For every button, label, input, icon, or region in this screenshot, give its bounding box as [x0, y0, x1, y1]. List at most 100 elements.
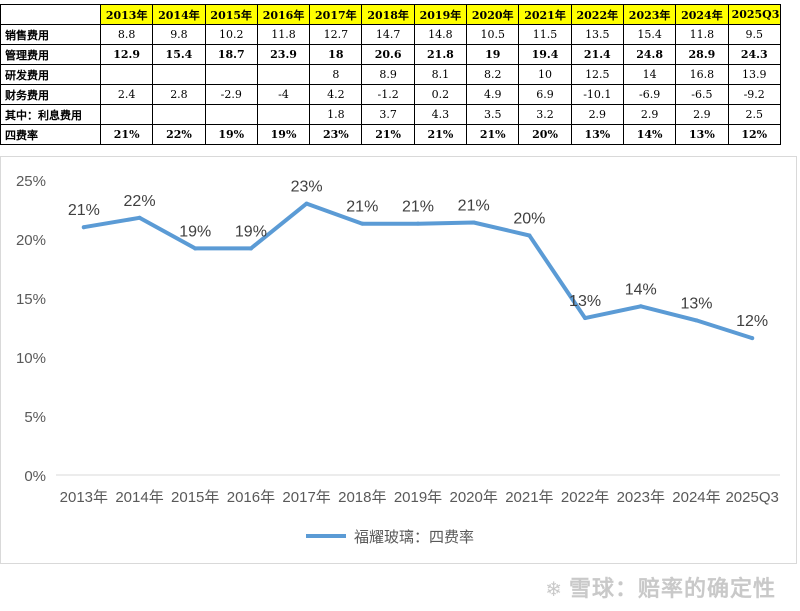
table-cell: 3.2	[518, 104, 572, 125]
table-cell: 12.5	[570, 64, 624, 85]
table-cell: 20.6	[361, 44, 415, 65]
data-point	[527, 233, 532, 238]
table-cell: 15.4	[152, 44, 206, 65]
table-cell: 18.7	[204, 44, 258, 65]
table-cell: 19%	[204, 124, 258, 145]
x-tick-label: 2014年	[115, 489, 163, 506]
table-cell	[256, 64, 311, 85]
table-cell: 4.9	[466, 84, 520, 105]
x-tick-label: 2017年	[282, 489, 330, 506]
table-header-cell: 2021年	[518, 4, 572, 25]
row-label: 四费率	[0, 124, 101, 145]
y-tick-label: 15%	[16, 291, 46, 308]
table-cell	[152, 104, 206, 125]
table-cell: 2.9	[622, 104, 677, 125]
data-point	[583, 316, 588, 321]
table-cell: -9.2	[727, 84, 781, 105]
x-tick-label: 2013年	[60, 489, 108, 506]
data-label: 13%	[569, 293, 601, 310]
table-cell: -2.9	[204, 84, 258, 105]
x-tick-label: 2016年	[227, 489, 275, 506]
row-label: 销售费用	[0, 24, 101, 45]
x-tick-label: 2021年	[505, 489, 553, 506]
table-cell: 18	[309, 44, 363, 65]
table-cell: 20%	[518, 124, 572, 145]
table-cell: -1.2	[361, 84, 415, 105]
table-cell: 14	[622, 64, 677, 85]
table-row: 销售费用 8.8 9.8 10.2 11.8 12.7 14.7 14.8 10.5 11.5 13…	[0, 24, 781, 45]
table-cell: -4	[256, 84, 311, 105]
expense-table: 2013年 2014年 2015年 2016年 2017年 2018年 2019年 2020年…	[0, 4, 781, 145]
table-header-cell: 2024年	[675, 4, 729, 25]
table-header-cell: 2014年	[152, 4, 206, 25]
data-point	[248, 246, 253, 251]
table-cell: 19.4	[518, 44, 572, 65]
line-chart: 0% 5% 10% 15% 20% 25% 2013年 2014年 2015年 2016年 2017…	[16, 173, 780, 546]
y-tick-label: 25%	[16, 173, 46, 190]
data-label: 22%	[124, 193, 156, 210]
table-cell: 21.8	[413, 44, 468, 65]
table-cell: 2.9	[675, 104, 729, 125]
table-cell: 11.8	[675, 24, 729, 45]
table-cell: 19%	[256, 124, 311, 145]
data-label: 19%	[179, 223, 211, 240]
data-point	[360, 221, 365, 226]
table-cell: 8.2	[466, 64, 520, 85]
table-cell: 10.5	[466, 24, 520, 45]
row-label: 研发费用	[0, 64, 101, 85]
table-cell: 24.8	[622, 44, 677, 65]
table-cell: 9.8	[152, 24, 206, 45]
x-tick-label: 2022年	[561, 489, 609, 506]
table-corner-cell	[0, 4, 101, 25]
table-cell: 19	[466, 44, 520, 65]
data-label: 13%	[680, 295, 712, 312]
table-cell	[99, 64, 154, 85]
table-row: 四费率 21% 22% 19% 19% 23% 21% 21% 21% 20% 13% 14% 13% 1…	[0, 124, 781, 145]
table-cell: 8.8	[99, 24, 154, 45]
table-row: 管理费用 12.9 15.4 18.7 23.9 18 20.6 21.8 19 19.4 21.4…	[0, 44, 781, 65]
table-cell	[204, 104, 258, 125]
table-cell: 3.7	[361, 104, 415, 125]
table-cell: 24.3	[727, 44, 781, 65]
table-cell	[204, 64, 258, 85]
table-cell: 1.8	[309, 104, 363, 125]
table-header-row: 2013年 2014年 2015年 2016年 2017年 2018年 2019年 2020年…	[0, 4, 781, 25]
data-point	[81, 225, 86, 230]
y-tick-label: 0%	[24, 468, 46, 485]
table-header-cell: 2017年	[309, 4, 363, 25]
table-cell: 28.9	[675, 44, 729, 65]
table-header-cell: 2025Q3	[727, 4, 781, 25]
table-header-cell: 2018年	[361, 4, 415, 25]
table-cell: 9.5	[727, 24, 781, 45]
data-label: 21%	[458, 197, 490, 214]
table-cell: 14%	[622, 124, 677, 145]
table-cell: 23.9	[256, 44, 311, 65]
x-tick-label: 2019年	[394, 489, 442, 506]
table-cell: 10.2	[204, 24, 258, 45]
table-header-cell: 2020年	[466, 4, 520, 25]
table-cell: 21%	[99, 124, 154, 145]
data-label: 21%	[402, 199, 434, 216]
table-row: 其中：利息费用 1.8 3.7 4.3 3.5 3.2 2.9 2.9 2.9 2.5	[0, 104, 781, 125]
snowball-logo-icon: ❄	[545, 577, 563, 601]
table-cell: 8.1	[413, 64, 468, 85]
data-point	[471, 220, 476, 225]
table-cell: 4.2	[309, 84, 363, 105]
table-cell: 8	[309, 64, 363, 85]
table-cell: 6.9	[518, 84, 572, 105]
table-cell	[99, 104, 154, 125]
table-cell: 15.4	[622, 24, 677, 45]
table-cell: 2.9	[570, 104, 624, 125]
table-cell	[152, 64, 206, 85]
data-point	[193, 246, 198, 251]
table-cell: 0.2	[413, 84, 468, 105]
table-cell: 13%	[675, 124, 729, 145]
legend-label: 福耀玻璃：四费率	[354, 529, 474, 546]
table-cell: 3.5	[466, 104, 520, 125]
table-cell: 8.9	[361, 64, 415, 85]
data-point	[304, 201, 309, 206]
table-cell: 10	[518, 64, 572, 85]
data-label: 20%	[513, 210, 545, 227]
table-cell: 14.7	[361, 24, 415, 45]
y-tick-label: 5%	[24, 409, 46, 426]
